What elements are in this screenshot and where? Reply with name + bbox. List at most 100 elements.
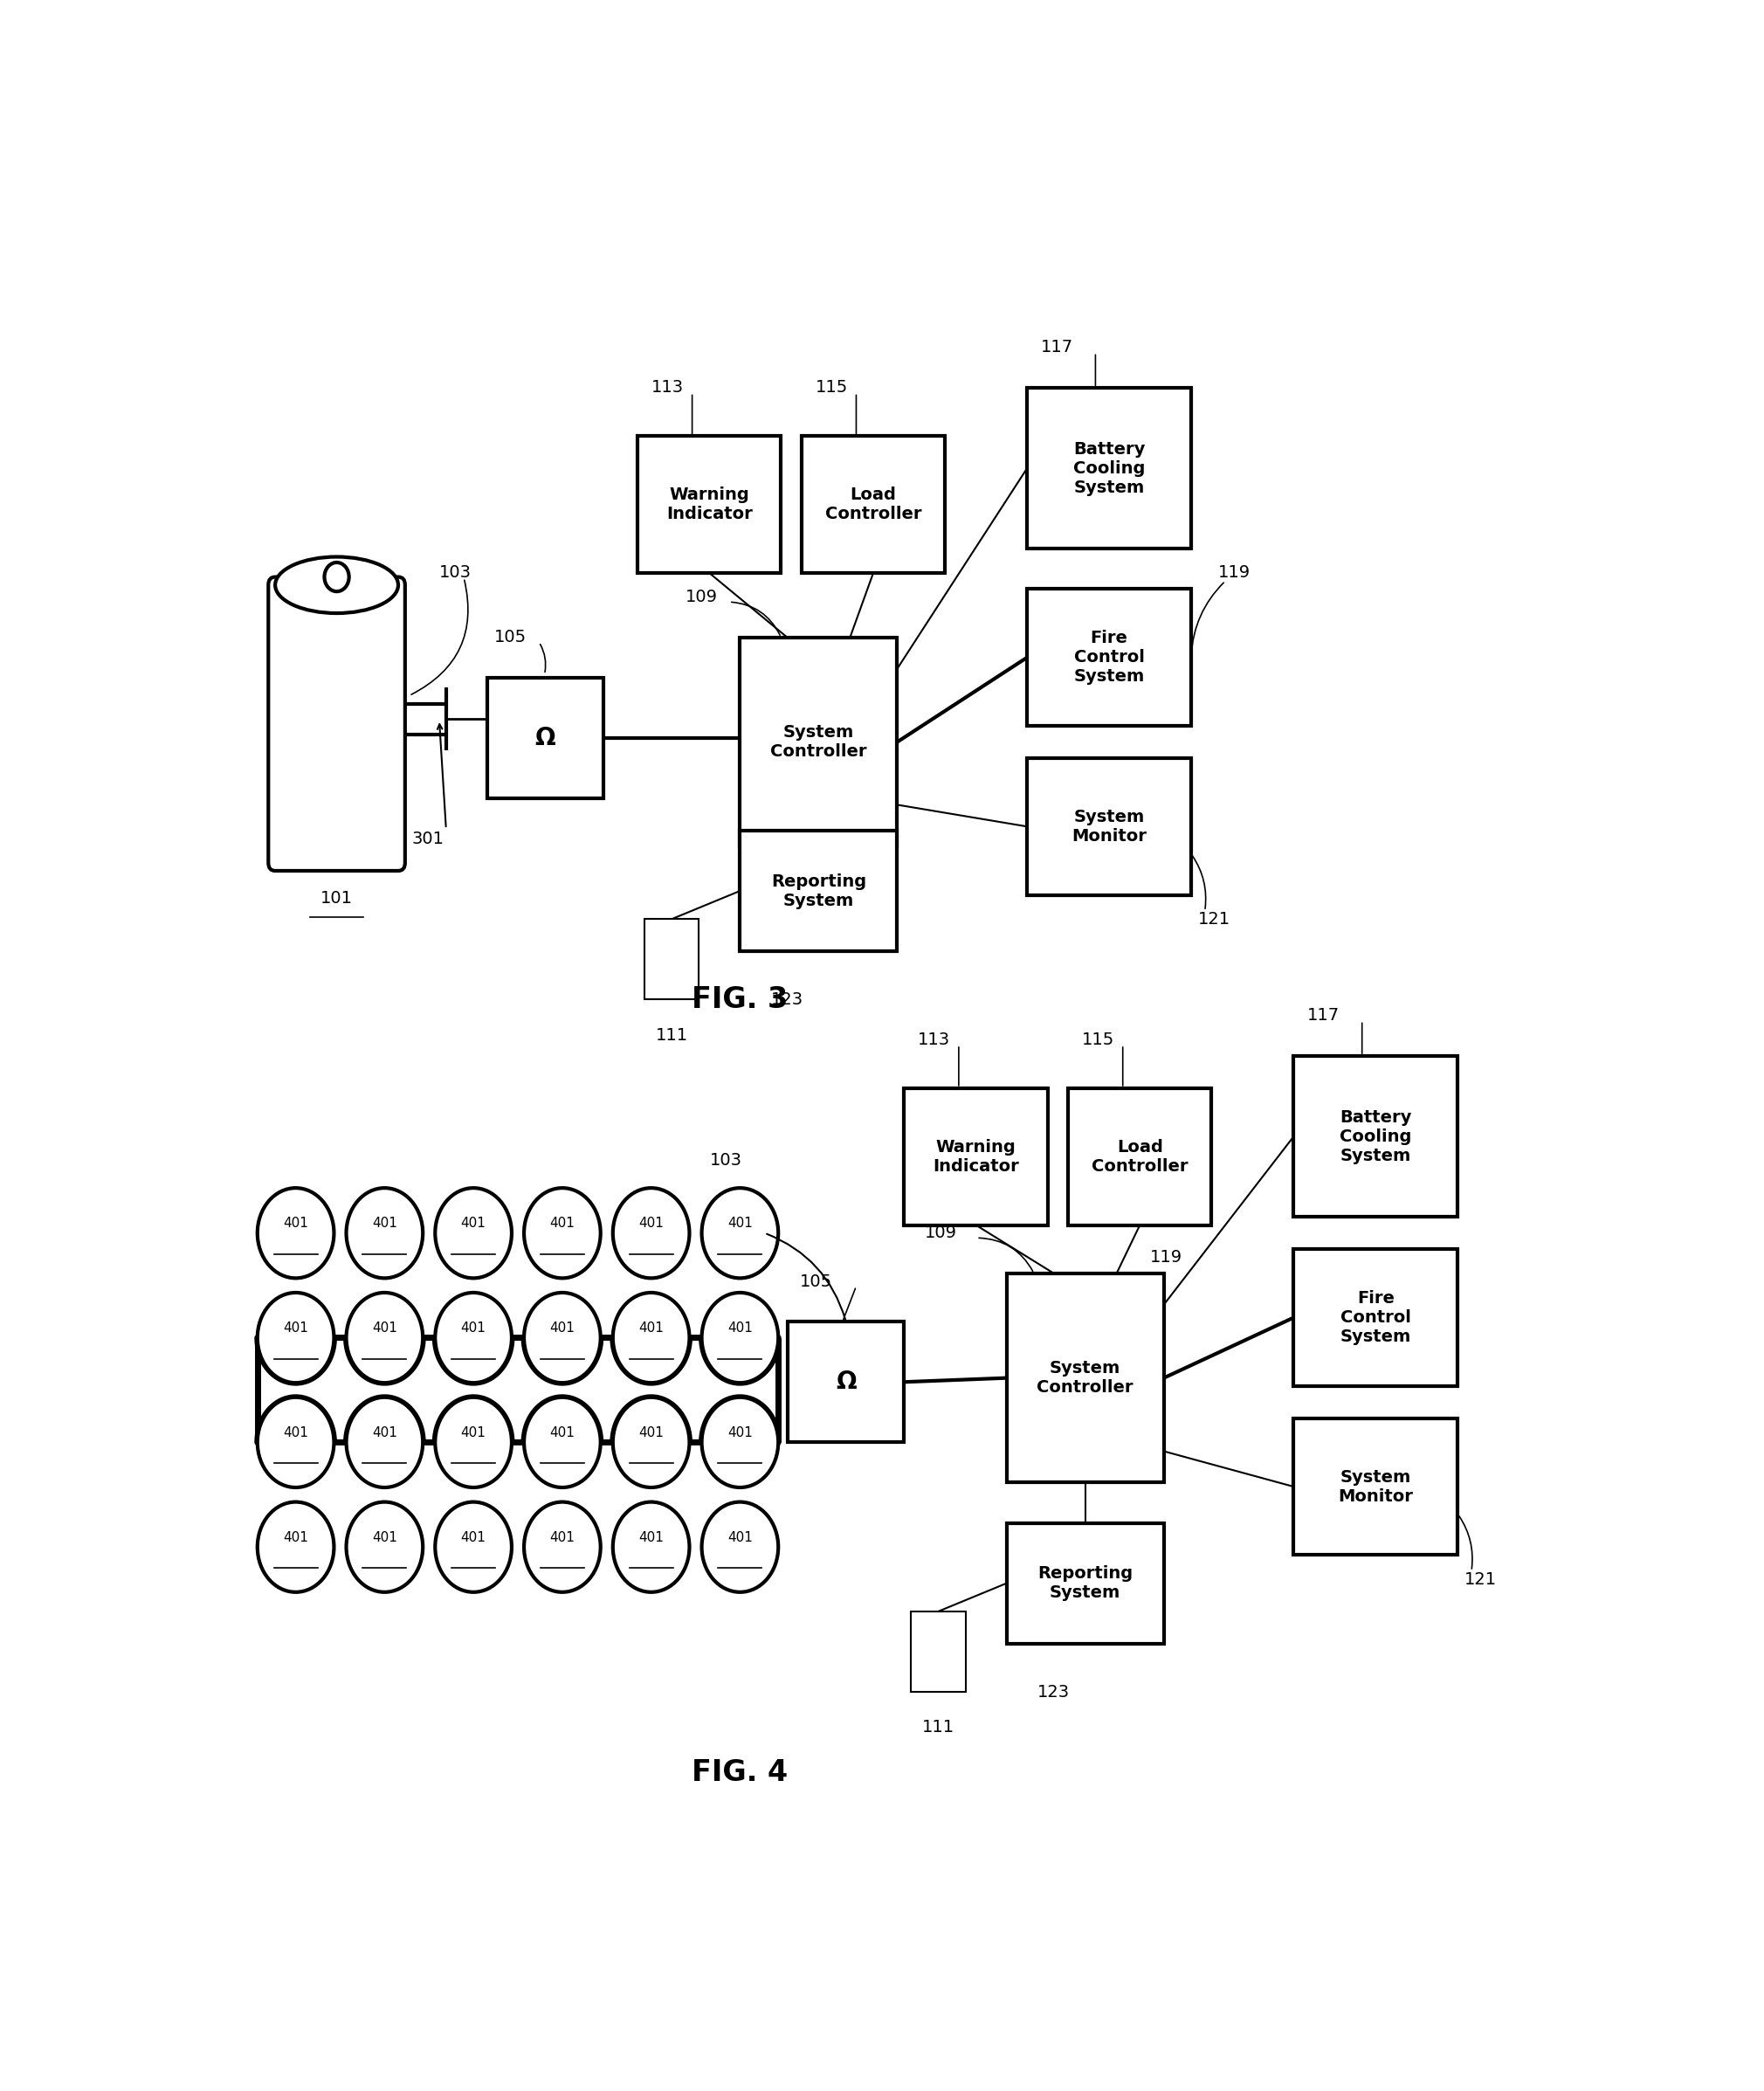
Text: 401: 401 bbox=[639, 1426, 663, 1439]
Circle shape bbox=[346, 1292, 423, 1382]
Circle shape bbox=[258, 1292, 333, 1382]
Text: 113: 113 bbox=[651, 378, 684, 395]
Text: Warning
Indicator: Warning Indicator bbox=[667, 487, 753, 523]
Text: 401: 401 bbox=[372, 1322, 397, 1334]
Text: 401: 401 bbox=[282, 1217, 309, 1230]
Text: Battery
Cooling
System: Battery Cooling System bbox=[1339, 1108, 1411, 1165]
Text: 401: 401 bbox=[550, 1426, 575, 1439]
Circle shape bbox=[258, 1397, 333, 1487]
Text: 301: 301 bbox=[413, 830, 445, 847]
FancyBboxPatch shape bbox=[1069, 1087, 1212, 1225]
Text: Load
Controller: Load Controller bbox=[1092, 1140, 1189, 1175]
Text: 401: 401 bbox=[460, 1426, 487, 1439]
Text: 119: 119 bbox=[1219, 565, 1251, 581]
Text: 101: 101 bbox=[321, 891, 353, 907]
Text: System
Controller: System Controller bbox=[1037, 1359, 1134, 1397]
Text: 401: 401 bbox=[460, 1322, 487, 1334]
FancyBboxPatch shape bbox=[1007, 1522, 1164, 1644]
FancyBboxPatch shape bbox=[644, 920, 699, 999]
Text: 121: 121 bbox=[1198, 912, 1231, 928]
Text: 111: 111 bbox=[656, 1027, 688, 1043]
FancyBboxPatch shape bbox=[1293, 1056, 1457, 1217]
Text: 401: 401 bbox=[282, 1426, 309, 1439]
Circle shape bbox=[436, 1501, 512, 1591]
Circle shape bbox=[346, 1188, 423, 1278]
Text: 119: 119 bbox=[1150, 1248, 1182, 1265]
Ellipse shape bbox=[275, 556, 399, 613]
Circle shape bbox=[702, 1292, 778, 1382]
Text: 117: 117 bbox=[1041, 339, 1073, 355]
Circle shape bbox=[612, 1292, 690, 1382]
Text: Fire
Control
System: Fire Control System bbox=[1341, 1290, 1411, 1345]
Circle shape bbox=[436, 1397, 512, 1487]
Text: 401: 401 bbox=[460, 1217, 487, 1230]
Text: 401: 401 bbox=[550, 1531, 575, 1543]
Text: 401: 401 bbox=[372, 1217, 397, 1230]
Circle shape bbox=[702, 1501, 778, 1591]
Circle shape bbox=[612, 1501, 690, 1591]
Circle shape bbox=[524, 1501, 600, 1591]
FancyBboxPatch shape bbox=[1293, 1248, 1457, 1386]
Text: 401: 401 bbox=[727, 1426, 753, 1439]
Circle shape bbox=[258, 1188, 333, 1278]
Circle shape bbox=[702, 1188, 778, 1278]
Text: 401: 401 bbox=[550, 1217, 575, 1230]
Text: 103: 103 bbox=[709, 1152, 743, 1169]
Text: Battery
Cooling
System: Battery Cooling System bbox=[1073, 441, 1145, 496]
FancyBboxPatch shape bbox=[487, 677, 603, 799]
Text: System
Monitor: System Monitor bbox=[1339, 1468, 1413, 1506]
Text: Load
Controller: Load Controller bbox=[826, 487, 921, 523]
Text: 401: 401 bbox=[372, 1426, 397, 1439]
Circle shape bbox=[702, 1397, 778, 1487]
Text: 401: 401 bbox=[727, 1217, 753, 1230]
Text: 109: 109 bbox=[684, 590, 718, 606]
Circle shape bbox=[325, 562, 349, 592]
Text: 111: 111 bbox=[923, 1719, 954, 1736]
Text: 401: 401 bbox=[639, 1531, 663, 1543]
FancyBboxPatch shape bbox=[741, 830, 898, 951]
Text: 123: 123 bbox=[771, 991, 803, 1008]
Text: 113: 113 bbox=[917, 1031, 951, 1048]
Text: 401: 401 bbox=[550, 1322, 575, 1334]
Text: 103: 103 bbox=[439, 565, 471, 581]
FancyBboxPatch shape bbox=[903, 1087, 1048, 1225]
FancyBboxPatch shape bbox=[268, 577, 406, 870]
Circle shape bbox=[524, 1397, 600, 1487]
Circle shape bbox=[346, 1397, 423, 1487]
Text: Ω: Ω bbox=[534, 726, 556, 751]
FancyBboxPatch shape bbox=[1027, 759, 1191, 895]
Text: 401: 401 bbox=[282, 1322, 309, 1334]
Circle shape bbox=[612, 1397, 690, 1487]
Text: 123: 123 bbox=[1037, 1683, 1071, 1700]
Text: 115: 115 bbox=[815, 378, 848, 395]
Text: 401: 401 bbox=[639, 1217, 663, 1230]
Circle shape bbox=[524, 1188, 600, 1278]
Text: Fire
Control
System: Fire Control System bbox=[1074, 629, 1145, 686]
FancyBboxPatch shape bbox=[637, 437, 781, 573]
FancyBboxPatch shape bbox=[1027, 590, 1191, 726]
Circle shape bbox=[258, 1501, 333, 1591]
Text: FIG. 3: FIG. 3 bbox=[691, 985, 789, 1014]
Text: 105: 105 bbox=[799, 1273, 833, 1290]
Circle shape bbox=[612, 1188, 690, 1278]
FancyBboxPatch shape bbox=[1007, 1273, 1164, 1483]
Text: 401: 401 bbox=[639, 1322, 663, 1334]
FancyBboxPatch shape bbox=[801, 437, 946, 573]
Text: 109: 109 bbox=[924, 1225, 956, 1242]
Text: 121: 121 bbox=[1464, 1570, 1498, 1587]
Text: 401: 401 bbox=[727, 1322, 753, 1334]
Text: System
Controller: System Controller bbox=[771, 723, 866, 759]
Text: System
Monitor: System Monitor bbox=[1071, 809, 1147, 845]
Text: 105: 105 bbox=[494, 629, 526, 646]
Circle shape bbox=[436, 1188, 512, 1278]
Text: 117: 117 bbox=[1307, 1008, 1341, 1025]
Circle shape bbox=[436, 1292, 512, 1382]
FancyBboxPatch shape bbox=[1027, 387, 1191, 548]
Text: FIG. 4: FIG. 4 bbox=[691, 1759, 789, 1788]
FancyBboxPatch shape bbox=[1293, 1418, 1457, 1556]
Circle shape bbox=[346, 1501, 423, 1591]
FancyBboxPatch shape bbox=[910, 1612, 965, 1692]
Text: 401: 401 bbox=[460, 1531, 487, 1543]
Text: Reporting
System: Reporting System bbox=[771, 874, 866, 910]
Text: Warning
Indicator: Warning Indicator bbox=[933, 1140, 1020, 1175]
